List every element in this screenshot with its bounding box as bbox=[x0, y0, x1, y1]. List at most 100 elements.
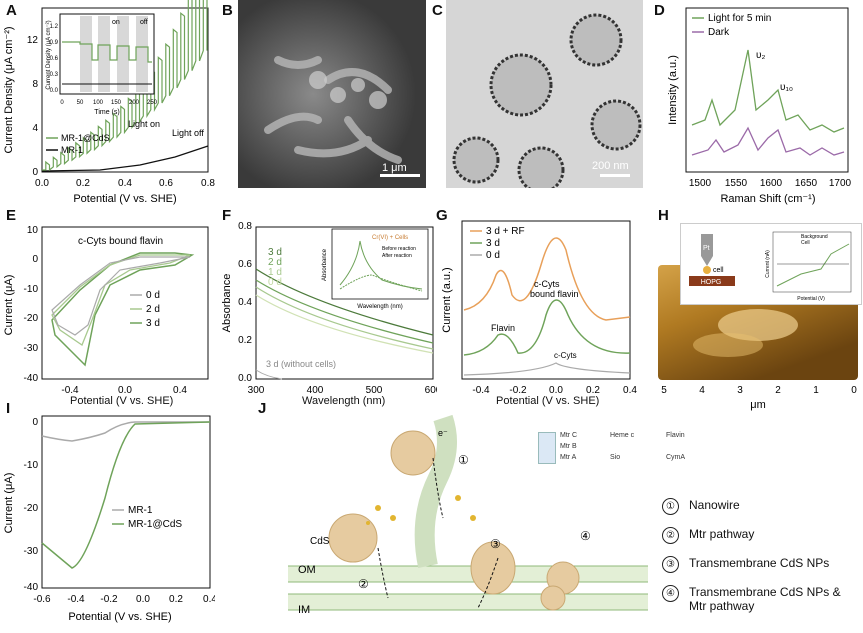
ytick: -10 bbox=[24, 460, 39, 471]
chart-d: 1500 1550 1600 1650 1700 Raman Shift (cm… bbox=[667, 7, 852, 205]
list-item: ① Nanowire bbox=[662, 498, 849, 515]
list-item: ④ Transmembrane CdS NPs & Mtr pathway bbox=[662, 585, 849, 613]
y-axis-label: Intensity (a.u.) bbox=[667, 55, 679, 125]
panel-label: J bbox=[258, 400, 267, 417]
pathway-list: ① Nanowire ② Mtr pathway ③ Transmembrane Cd… bbox=[662, 498, 849, 625]
xtick: 0.0 bbox=[35, 178, 49, 189]
xtick: 1500 bbox=[689, 178, 712, 189]
scale-bar bbox=[380, 174, 420, 177]
inset-xtick: 0 bbox=[60, 100, 64, 106]
annotation-ccyts-flavin: c-Cyts bound flavin bbox=[78, 236, 163, 247]
pathway-2: ② bbox=[358, 577, 369, 591]
pathway-1: ① bbox=[458, 453, 469, 467]
inset-xtick: 250 bbox=[147, 100, 158, 106]
inset-off: off bbox=[140, 19, 148, 26]
xtick: 0.4 bbox=[173, 385, 187, 395]
panel-label: H bbox=[658, 207, 669, 224]
ytick: -10 bbox=[24, 284, 39, 295]
label-cds: CdS bbox=[310, 536, 330, 547]
ytick: -20 bbox=[24, 503, 39, 514]
schematic-j: OM IM CdS e⁻ ① ② ③ ④ bbox=[288, 414, 648, 616]
pathway-4: ④ bbox=[580, 529, 591, 543]
ytick: 0.8 bbox=[238, 221, 252, 232]
y-axis-label: Current (μA) bbox=[3, 473, 15, 534]
panel-g: G -0.4 -0.2 0.0 0.2 0.4 Current (a.u.) 3… bbox=[436, 205, 651, 407]
panel-b: B 1 μm bbox=[222, 0, 427, 190]
annotation-light-off: Light off bbox=[172, 128, 204, 138]
ytick: 0 bbox=[32, 167, 38, 178]
annotation-bound-1: c-Cyts bbox=[534, 279, 560, 289]
inset-ytick: 0.9 bbox=[50, 40, 59, 46]
inset-legend-before: Before reaction bbox=[382, 246, 416, 252]
panel-label: A bbox=[6, 2, 17, 19]
ytick: 0.0 bbox=[238, 373, 252, 384]
panel-c: C 200 nm bbox=[432, 0, 647, 190]
xtick: 0.0 bbox=[549, 385, 563, 395]
legend-sio: Sio bbox=[610, 454, 621, 461]
panel-j: J OM IM CdS e⁻ ① ② ③ ④ Mtr C Mtr B Mtr A… bbox=[258, 398, 863, 628]
legend-mr1: MR-1 bbox=[61, 145, 83, 155]
y-axis-label: Current Density (μA cm⁻²) bbox=[3, 26, 15, 153]
xtick: -0.6 bbox=[33, 594, 51, 605]
inset-xtick: 150 bbox=[111, 100, 122, 106]
xtick: 500 bbox=[366, 385, 383, 395]
scale-bar bbox=[600, 174, 630, 177]
xtick: 1600 bbox=[760, 178, 783, 189]
ytick: 4 bbox=[32, 123, 38, 134]
panel-h: H Pt cell HOPG Background Cell Potential… bbox=[650, 205, 863, 415]
xtick: 0.6 bbox=[159, 178, 173, 189]
xtick: 0.2 bbox=[76, 178, 90, 189]
xtick: -0.4 bbox=[67, 594, 85, 605]
panel-i: I -0.6 -0.4 -0.2 0.0 0.2 0.4 0 -10 -20 -… bbox=[0, 398, 217, 628]
legend-mtra: Mtr A bbox=[560, 454, 577, 461]
y-axis-label: Absorbance bbox=[222, 274, 233, 333]
chart-e: -0.4 0.0 0.4 10 0 -10 -20 -30 -40 Curren… bbox=[3, 225, 209, 396]
xtick: 0 bbox=[851, 385, 857, 396]
panel-d: D 1500 1550 1600 1650 1700 Raman Shift (… bbox=[650, 0, 863, 210]
inset-ytick: 0.3 bbox=[50, 72, 59, 78]
xtick: 0.2 bbox=[586, 385, 600, 395]
xtick: 1650 bbox=[795, 178, 818, 189]
legend-flavin: Flavin bbox=[666, 432, 685, 439]
legend-cyma: CymA bbox=[666, 454, 686, 461]
inset-ytick: 1.2 bbox=[50, 24, 59, 30]
legend-mr1-cds: MR-1@CdS bbox=[128, 519, 182, 530]
xtick: 600 bbox=[425, 385, 437, 395]
label-im: IM bbox=[298, 604, 310, 616]
annotation-without-cells: 3 d (without cells) bbox=[266, 359, 336, 369]
legend-dark: Dark bbox=[708, 27, 730, 38]
legend-2d: 2 d bbox=[146, 304, 160, 315]
panel-label: I bbox=[6, 400, 11, 417]
legend-light: Light for 5 min bbox=[708, 13, 771, 24]
panel-e: E -0.4 0.0 0.4 10 0 -10 -20 -30 -40 Curr… bbox=[0, 205, 215, 407]
ytick: 12 bbox=[27, 35, 39, 46]
panel-f: F 300 400 500 600 0.0 0.2 0.4 0.6 0.8 Ab… bbox=[221, 205, 442, 407]
inset-xtick: 200 bbox=[129, 100, 140, 106]
ytick: -40 bbox=[24, 582, 39, 593]
xtick: -0.2 bbox=[509, 385, 527, 395]
inset-legend-cell: Cell bbox=[801, 240, 810, 246]
inset-xlabel: Wavelength (nm) bbox=[357, 304, 402, 310]
panel-label: B bbox=[222, 2, 233, 19]
inset-on: on bbox=[112, 19, 120, 26]
ytick: 0 bbox=[32, 417, 38, 428]
inset-xtick: 100 bbox=[93, 100, 104, 106]
ytick: 10 bbox=[27, 225, 39, 236]
list-item: ③ Transmembrane CdS NPs bbox=[662, 556, 849, 573]
xtick: 0.8 bbox=[201, 178, 215, 189]
inset-ytick: 0.6 bbox=[50, 56, 59, 62]
xtick: -0.2 bbox=[100, 594, 118, 605]
xtick: 4 bbox=[699, 385, 705, 396]
legend-3d-rf: 3 d + RF bbox=[486, 226, 525, 237]
xtick: 0.0 bbox=[118, 385, 132, 395]
annotation-light-on: Light on bbox=[128, 119, 160, 129]
annotation-bound-2: bound flavin bbox=[530, 289, 579, 299]
inset-ylabel: Absorbance bbox=[322, 248, 328, 281]
inset-pt: Pt bbox=[703, 245, 710, 252]
legend-mtrb: Mtr B bbox=[560, 443, 577, 450]
ytick: -20 bbox=[24, 313, 39, 324]
panel-label: C bbox=[432, 2, 443, 19]
list-item: ② Mtr pathway bbox=[662, 527, 849, 544]
xtick: -0.4 bbox=[61, 385, 79, 395]
legend-0d: 0 d bbox=[486, 250, 500, 261]
